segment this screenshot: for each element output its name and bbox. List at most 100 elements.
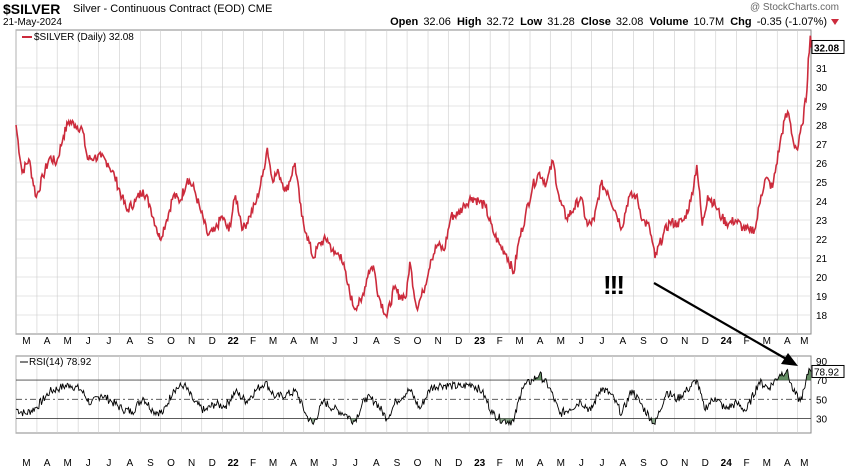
rsi-x-tick-label: D [209, 458, 216, 469]
price-x-tick-label: J [106, 336, 111, 347]
rsi-x-tick-label: D [455, 458, 462, 469]
price-x-tick-label: O [167, 336, 175, 347]
silver-price-line [15, 35, 812, 320]
price-x-tick-label: 22 [228, 336, 240, 347]
rsi-x-tick-label: 22 [228, 458, 240, 469]
price-x-tick-label: D [209, 336, 216, 347]
price-x-tick-label: A [44, 336, 51, 347]
rsi-x-tick-label: N [188, 458, 195, 469]
rsi-x-tick-label: J [579, 458, 584, 469]
rsi-x-tick-label: S [640, 458, 647, 469]
rsi-x-tick-label: F [743, 458, 749, 469]
price-y-tick-label: 22 [816, 235, 828, 246]
rsi-x-tick-label: A [290, 458, 297, 469]
rsi-x-tick-label: O [660, 458, 668, 469]
rsi-x-tick-label: A [373, 458, 380, 469]
annotation-arrow-line [653, 282, 789, 361]
price-x-tick-label: J [353, 336, 358, 347]
watermark: @ StockCharts.com [749, 2, 839, 13]
price-x-tick-label: F [743, 336, 749, 347]
price-x-tick-label: 24 [721, 336, 733, 347]
rsi-x-tick-label: S [147, 458, 154, 469]
rsi-x-tick-label: A [537, 458, 544, 469]
rsi-x-tick-label: M [310, 458, 318, 469]
rsi-last-value-text: 78.92 [814, 367, 839, 378]
price-x-tick-label: N [681, 336, 688, 347]
price-x-tick-label: M [515, 336, 523, 347]
rsi-last-value-badge [811, 364, 845, 378]
description-text: Silver - Continuous Contract (EOD) [73, 3, 245, 15]
price-y-tick-label: 18 [816, 311, 828, 322]
rsi-x-tick-label: F [250, 458, 256, 469]
open-label: Open [390, 16, 419, 28]
rsi-legend-label: RSI(14) 78.92 [29, 357, 92, 368]
rsi-x-tick-label: 24 [721, 458, 733, 469]
rsi-x-tick-label: O [167, 458, 175, 469]
rsi-x-tick-label: M [269, 458, 277, 469]
rsi-x-tick-label: S [394, 458, 401, 469]
rsi-x-tick-label: A [126, 458, 133, 469]
rsi-y-tick-label: 70 [816, 376, 828, 387]
price-legend-label: $SILVER (Daily) 32.08 [34, 32, 134, 43]
price-x-tick-label: M [22, 336, 30, 347]
price-x-tick-label: M [557, 336, 565, 347]
annotation-text: !!! [603, 270, 623, 300]
chg-label: Chg [730, 16, 752, 28]
symbol-title: $SILVER [3, 1, 61, 17]
price-y-tick-label: 24 [816, 197, 828, 208]
exchange-text: CME [247, 3, 273, 15]
rsi-x-tick-label: M [515, 458, 523, 469]
high-value: 32.72 [486, 16, 515, 28]
rsi-x-tick-label: J [106, 458, 111, 469]
price-y-tick-label: 28 [816, 121, 828, 132]
price-x-tick-label: J [332, 336, 337, 347]
low-label: Low [520, 16, 543, 28]
price-y-tick-label: 23 [816, 216, 828, 227]
rsi-line [15, 367, 812, 427]
price-y-tick-label: 20 [816, 273, 828, 284]
price-x-tick-label: D [702, 336, 709, 347]
price-x-tick-label: S [147, 336, 154, 347]
price-x-tick-label: M [763, 336, 771, 347]
price-x-tick-label: A [373, 336, 380, 347]
annotation-arrow-head [781, 353, 798, 366]
price-last-value-badge [811, 39, 845, 54]
rsi-x-tick-label: A [784, 458, 791, 469]
rsi-x-tick-label: M [22, 458, 30, 469]
price-x-tick-label: A [537, 336, 544, 347]
price-last-value-text: 32.08 [814, 43, 839, 54]
rsi-x-tick-label: J [86, 458, 91, 469]
quote-bar: Open 32.06 High 32.72 Low 31.28 Close 32… [390, 16, 827, 28]
price-x-tick-label: A [290, 336, 297, 347]
rsi-x-tick-label: A [44, 458, 51, 469]
close-value: 32.08 [615, 16, 644, 28]
volume-value: 10.7M [693, 16, 725, 28]
rsi-x-tick-label: M [800, 458, 808, 469]
rsi-x-tick-label: J [332, 458, 337, 469]
rsi-x-tick-label: J [599, 458, 604, 469]
price-x-tick-label: J [579, 336, 584, 347]
rsi-x-tick-label: M [557, 458, 565, 469]
price-x-tick-label: S [640, 336, 647, 347]
rsi-x-tick-label: N [681, 458, 688, 469]
price-x-tick-label: J [599, 336, 604, 347]
rsi-x-tick-label: F [497, 458, 503, 469]
rsi-x-tick-label: N [435, 458, 442, 469]
price-y-tick-label: 21 [816, 254, 828, 265]
rsi-y-tick-label: 90 [816, 357, 828, 368]
price-x-tick-label: M [800, 336, 808, 347]
symbol-description: Silver - Continuous Contract (EOD) CME [73, 3, 272, 15]
price-y-tick-label: 30 [816, 83, 828, 94]
price-x-tick-label: N [435, 336, 442, 347]
price-x-tick-label: O [660, 336, 668, 347]
price-x-tick-label: M [269, 336, 277, 347]
rsi-x-tick-label: M [63, 458, 71, 469]
price-y-tick-label: 31 [816, 64, 828, 75]
price-x-tick-label: A [126, 336, 133, 347]
rsi-panel-frame [15, 355, 812, 434]
rsi-y-tick-label: 50 [816, 395, 828, 406]
chart-header: $SILVER Silver - Continuous Contract (EO… [0, 0, 845, 30]
price-y-tick-label: 19 [816, 292, 828, 303]
rsi-x-tick-label: O [414, 458, 422, 469]
